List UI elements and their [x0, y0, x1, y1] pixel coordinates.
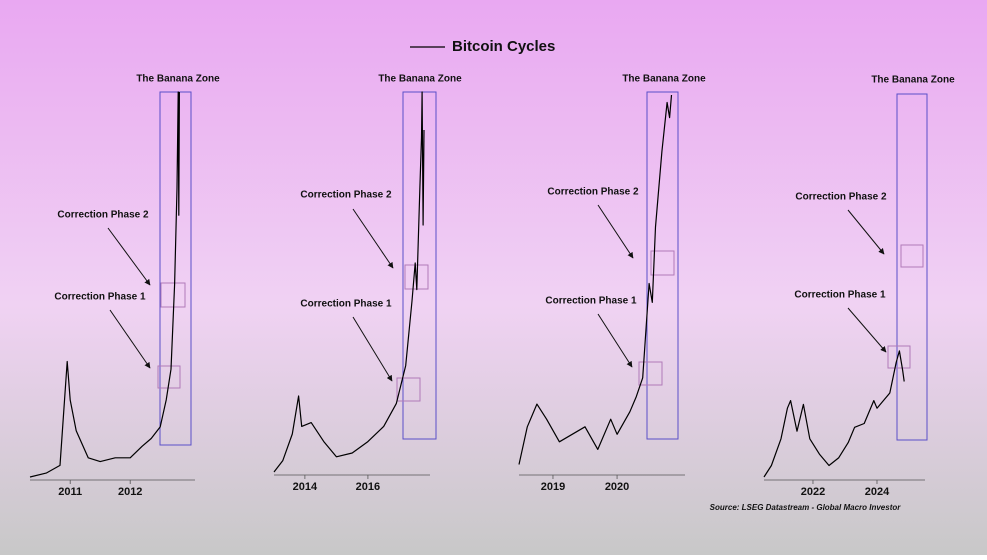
correction-box — [157, 365, 181, 389]
price-line — [763, 350, 905, 478]
phase-label: Correction Phase 2 — [795, 192, 887, 203]
banana-zone-box — [402, 91, 437, 440]
phase-label: Correction Phase 1 — [300, 299, 392, 310]
zone-label: The Banana Zone — [136, 74, 220, 85]
correction-box — [887, 345, 911, 369]
phase-label: Correction Phase 1 — [794, 290, 886, 301]
x-tick-label: 2016 — [356, 481, 380, 493]
banana-zone-box — [159, 91, 192, 446]
source-note: Source: LSEG Datastream - Global Macro I… — [710, 503, 902, 512]
phase-label: Correction Phase 1 — [545, 296, 637, 307]
arrow — [352, 208, 394, 269]
x-tick-label: 2012 — [118, 486, 142, 498]
chart-title: Bitcoin Cycles — [452, 38, 555, 55]
arrow — [847, 209, 885, 255]
correction-box — [396, 377, 421, 402]
phase-label: Correction Phase 1 — [54, 292, 146, 303]
banana-zone-box — [646, 91, 679, 440]
correction-box — [160, 282, 186, 308]
zone-label: The Banana Zone — [622, 74, 706, 85]
phase-label: Correction Phase 2 — [57, 210, 149, 221]
price-line — [518, 94, 673, 465]
price-line — [29, 91, 180, 478]
x-tick-label: 2020 — [605, 481, 629, 493]
zone-label: The Banana Zone — [378, 74, 462, 85]
arrow — [597, 204, 634, 259]
arrow — [109, 309, 151, 369]
panels: 2011 2012 The Banana Zone Correction Phase … — [29, 74, 955, 498]
arrow — [847, 307, 887, 353]
banana-zone-box — [896, 93, 928, 441]
x-tick-label: 2024 — [865, 486, 890, 498]
price-line — [273, 91, 425, 473]
x-tick-label: 2014 — [293, 481, 318, 493]
x-tick-label: 2022 — [801, 486, 825, 498]
x-tick-label: 2019 — [541, 481, 565, 493]
arrow — [107, 227, 151, 286]
arrow — [597, 313, 633, 368]
correction-box — [900, 244, 924, 268]
phase-label: Correction Phase 2 — [547, 187, 639, 198]
x-tick-label: 2011 — [58, 486, 82, 498]
zone-label: The Banana Zone — [871, 75, 955, 86]
phase-label: Correction Phase 2 — [300, 190, 392, 201]
arrow — [352, 316, 393, 382]
correction-box — [650, 250, 675, 276]
correction-box — [638, 361, 663, 386]
